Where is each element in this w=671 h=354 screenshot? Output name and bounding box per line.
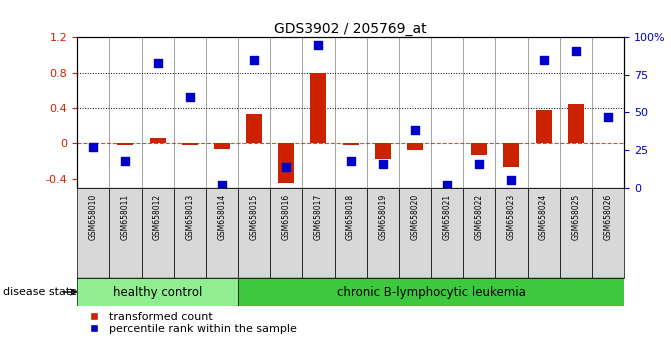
Text: chronic B-lymphocytic leukemia: chronic B-lymphocytic leukemia — [337, 286, 525, 298]
Bar — [77, 188, 109, 278]
Bar — [150, 138, 166, 143]
Bar — [463, 188, 495, 278]
Bar — [535, 110, 552, 143]
Point — [217, 182, 227, 188]
Bar — [278, 143, 295, 183]
Text: GSM658018: GSM658018 — [346, 194, 355, 240]
Bar — [335, 188, 366, 278]
Point — [377, 161, 388, 166]
Point — [474, 161, 484, 166]
Text: disease state: disease state — [3, 287, 77, 297]
Title: GDS3902 / 205769_at: GDS3902 / 205769_at — [274, 22, 427, 36]
Point — [570, 48, 581, 53]
Bar — [399, 188, 431, 278]
Bar — [206, 188, 238, 278]
Bar — [560, 188, 592, 278]
Bar — [117, 143, 134, 145]
Point — [313, 42, 324, 47]
Point — [409, 128, 420, 133]
Bar — [109, 188, 142, 278]
Point — [442, 182, 452, 188]
Bar — [238, 278, 624, 306]
Bar — [366, 188, 399, 278]
Point — [88, 144, 99, 150]
Bar — [343, 143, 358, 145]
Point — [120, 158, 131, 164]
Point — [506, 177, 517, 183]
Bar — [471, 143, 487, 155]
Bar — [592, 188, 624, 278]
Text: GSM658016: GSM658016 — [282, 194, 291, 240]
Legend: transformed count, percentile rank within the sample: transformed count, percentile rank withi… — [83, 312, 297, 334]
Text: GSM658019: GSM658019 — [378, 194, 387, 240]
Text: GSM658012: GSM658012 — [153, 194, 162, 240]
Point — [152, 60, 163, 65]
Text: GSM658015: GSM658015 — [250, 194, 258, 240]
Text: GSM658014: GSM658014 — [217, 194, 226, 240]
Bar — [495, 188, 527, 278]
Bar — [270, 188, 303, 278]
Text: GSM658022: GSM658022 — [475, 194, 484, 240]
Text: GSM658024: GSM658024 — [539, 194, 548, 240]
Bar — [214, 143, 230, 149]
Text: GSM658021: GSM658021 — [443, 194, 452, 240]
Text: GSM658026: GSM658026 — [603, 194, 613, 240]
Text: GSM658010: GSM658010 — [89, 194, 98, 240]
Point — [603, 114, 613, 120]
Bar — [77, 278, 238, 306]
Bar — [527, 188, 560, 278]
Bar — [303, 188, 335, 278]
Point — [185, 95, 195, 100]
Text: GSM658017: GSM658017 — [314, 194, 323, 240]
Text: healthy control: healthy control — [113, 286, 202, 298]
Bar — [311, 73, 327, 143]
Bar — [142, 188, 174, 278]
Text: GSM658023: GSM658023 — [507, 194, 516, 240]
Text: GSM658025: GSM658025 — [571, 194, 580, 240]
Bar — [174, 188, 206, 278]
Bar — [246, 114, 262, 143]
Bar — [503, 143, 519, 167]
Bar — [182, 143, 198, 145]
Bar — [238, 188, 270, 278]
Text: GSM658020: GSM658020 — [411, 194, 419, 240]
Text: GSM658013: GSM658013 — [185, 194, 195, 240]
Point — [281, 164, 292, 170]
Point — [249, 57, 260, 63]
Point — [346, 158, 356, 164]
Bar — [407, 143, 423, 150]
Bar — [568, 104, 584, 143]
Point — [538, 57, 549, 63]
Bar — [431, 188, 463, 278]
Bar — [374, 143, 391, 159]
Text: GSM658011: GSM658011 — [121, 194, 130, 240]
